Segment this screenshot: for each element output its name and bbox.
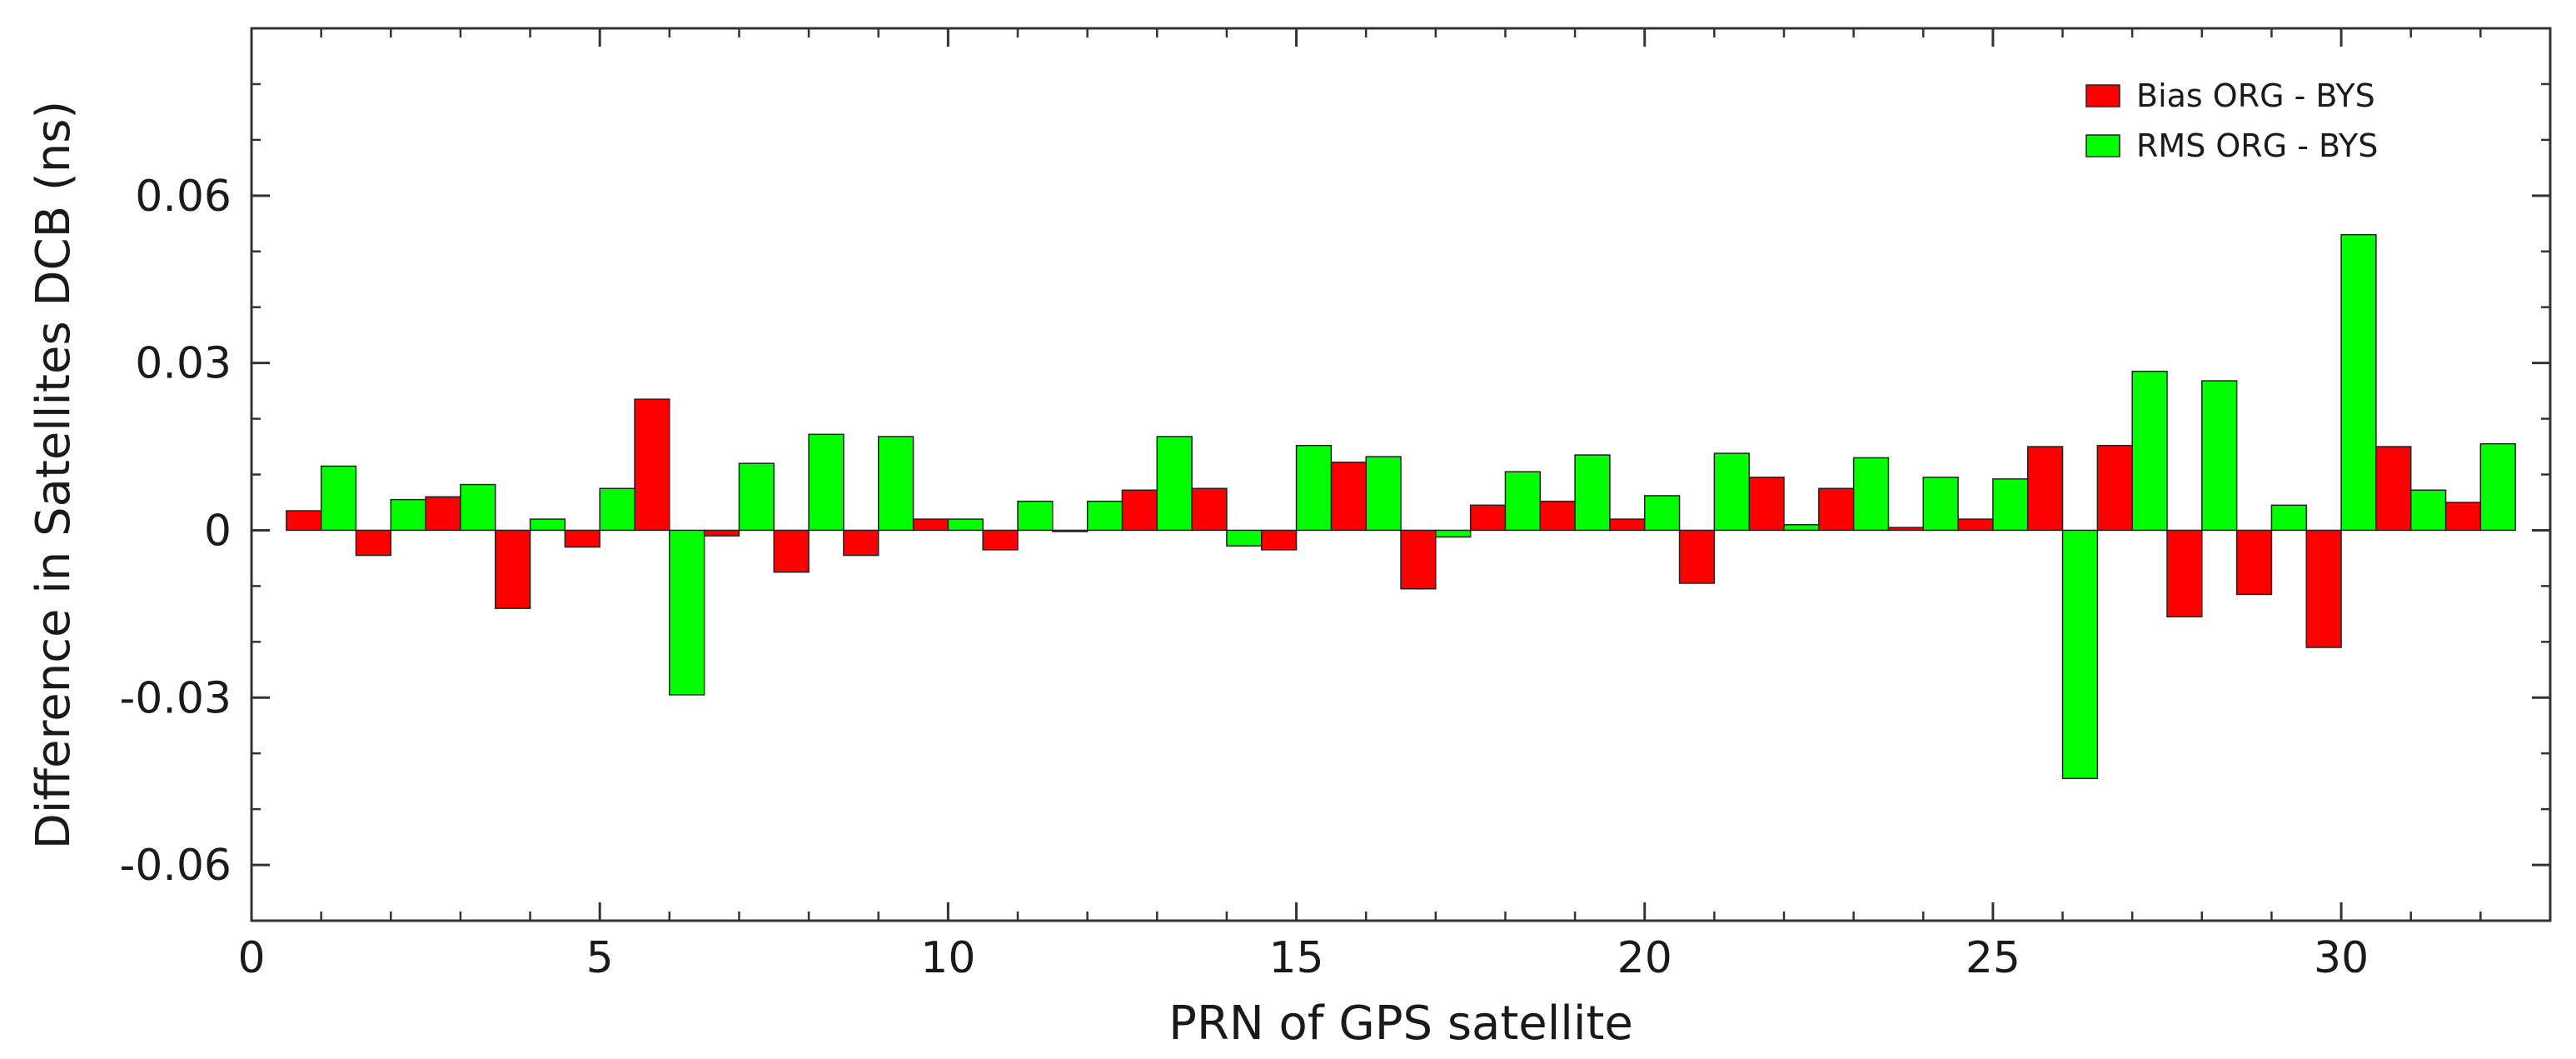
bias-bar-8 [773,529,810,573]
rms-bar-27 [2131,370,2168,532]
rms-bar-19 [1574,454,1611,532]
rms-bar-23 [1852,457,1890,532]
y-tick-label-0: -0.06 [119,841,232,891]
bias-bar-7 [703,529,740,537]
rms-bar-8 [808,433,845,532]
rms-bar-11 [1017,500,1054,532]
rms-bar-28 [2201,380,2238,532]
bias-bar-1 [286,510,322,532]
rms-bar-4 [529,518,566,532]
rms-bar-13 [1156,436,1193,532]
bias-bar-29 [2235,529,2273,596]
x-axis-title: PRN of GPS satellite [1168,997,1633,1051]
x-tick-label-30: 30 [2314,933,2369,983]
ticks-layer [250,28,2552,921]
rms-bar-14 [1226,529,1263,547]
bias-bar-4 [494,529,531,609]
bias-bar-31 [2375,446,2412,532]
rms-bar-26 [2061,529,2099,780]
x-tick-label-10: 10 [920,933,975,983]
rms-bar-17 [1435,529,1472,538]
rms-bar-6 [669,529,705,696]
y-tick-label-2: 0 [204,506,232,556]
rms-bar-3 [460,483,496,532]
legend-swatch-bias [2085,84,2120,107]
bars-layer [286,233,2516,780]
rms-bar-10 [947,518,984,532]
legend-label-rms: RMS ORG - BYS [2136,127,2378,164]
bias-bar-30 [2305,529,2342,648]
x-tick-label-0: 0 [237,933,265,983]
legend-swatch-rms [2085,134,2120,157]
bias-bar-3 [425,496,461,532]
bias-bar-6 [634,398,670,532]
bias-bar-20 [1609,518,1646,532]
y-tick-label-3: 0.03 [135,339,232,389]
bias-bar-23 [1818,487,1855,532]
x-tick-label-15: 15 [1268,933,1323,983]
rms-bar-21 [1713,452,1750,532]
rms-bar-22 [1783,523,1820,532]
bias-bar-22 [1748,477,1785,532]
rms-bar-15 [1295,444,1333,532]
rms-bar-12 [1086,500,1124,532]
bias-bar-12 [1052,529,1089,532]
bias-bar-13 [1121,489,1158,532]
x-tick-label-25: 25 [1966,933,2020,983]
rms-bar-16 [1365,456,1402,532]
bias-bar-28 [2166,529,2203,617]
rms-bar-25 [1992,478,2029,532]
bias-bar-10 [912,518,949,532]
legend: Bias ORG - BYS RMS ORG - BYS [2085,77,2378,164]
rms-bar-2 [390,498,426,532]
bias-bar-26 [2026,446,2064,532]
bias-bar-5 [564,529,600,548]
bias-bar-32 [2444,502,2482,532]
bias-bar-27 [2096,444,2133,532]
y-tick-label-4: 0.06 [135,172,232,222]
legend-label-bias: Bias ORG - BYS [2136,77,2375,114]
y-tick-label-1: -0.03 [119,673,232,723]
bias-bar-11 [982,529,1019,551]
x-tick-label-20: 20 [1617,933,1672,983]
bias-bar-16 [1330,462,1367,532]
bias-bar-14 [1191,487,1228,532]
rms-bar-18 [1504,471,1542,532]
rms-bar-20 [1643,495,1681,532]
bias-bar-9 [843,529,879,557]
rms-bar-30 [2340,233,2377,532]
rms-bar-7 [738,462,775,532]
bias-bar-24 [1887,527,1925,532]
bias-bar-15 [1260,529,1298,551]
rms-bar-24 [1922,477,1959,532]
rms-bar-5 [599,487,635,532]
bias-bar-2 [355,529,392,557]
bias-bar-17 [1400,529,1437,590]
rms-bar-31 [2409,489,2447,532]
tick-labels-layer: 0 5 10 15 20 25 30 -0.06 -0.03 0 0.03 0.06 [119,172,2369,983]
bias-bar-19 [1539,500,1576,532]
bias-bar-25 [1957,518,1994,532]
bias-bar-21 [1678,529,1716,584]
rms-bar-1 [320,465,357,532]
bias-bar-18 [1469,504,1507,532]
x-tick-label-5: 5 [586,933,614,983]
rms-bar-32 [2479,442,2516,532]
rms-bar-9 [877,436,914,532]
rms-bar-29 [2270,504,2308,532]
y-axis-title: Difference in Satellites DCB (ns) [27,101,81,850]
